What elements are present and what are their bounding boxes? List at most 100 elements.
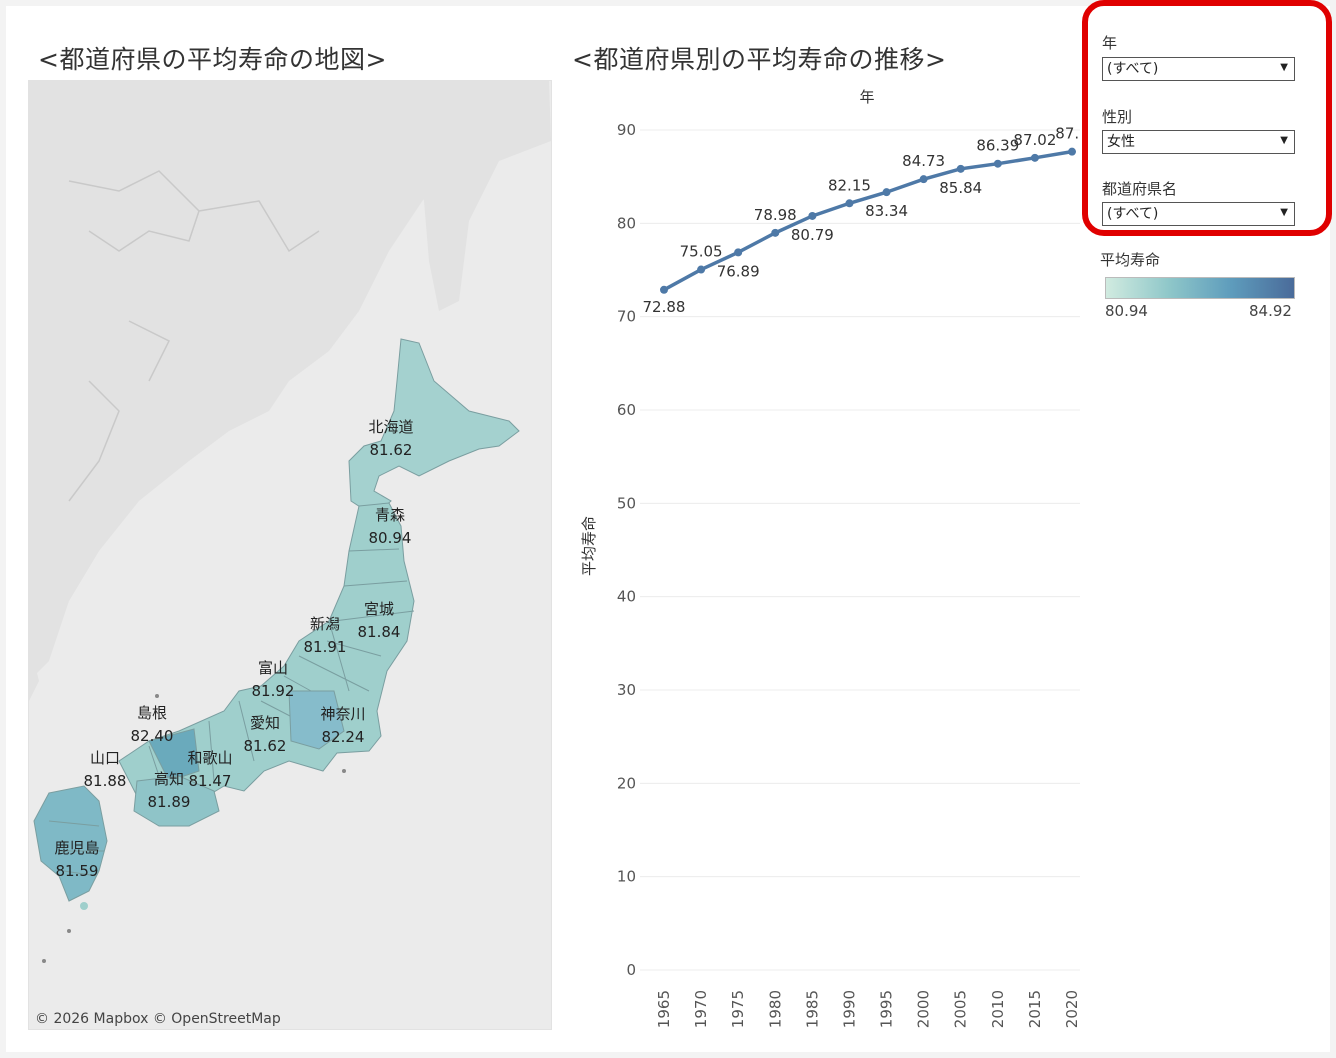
prefecture-value-label: 82.24: [322, 728, 365, 746]
prefecture-name-label: 山口: [90, 749, 120, 767]
prefecture-name-label: 高知: [154, 770, 184, 788]
data-point[interactable]: [660, 285, 668, 294]
chart-grid: [640, 129, 1080, 971]
border-lines: [68, 170, 320, 502]
y-tick-labels: 0 10 20 30 40 50 60 70 80 90: [617, 121, 636, 979]
y-tick-label: 60: [617, 401, 636, 419]
prefecture-name-label: 愛知: [250, 714, 280, 732]
chart-title: <都道府県別の平均寿命の推移>: [572, 45, 947, 74]
x-tick-label: 2015: [1026, 990, 1044, 1028]
prefecture-value-label: 81.84: [358, 623, 401, 641]
x-tick-label: 1965: [655, 990, 673, 1028]
y-tick-label: 10: [617, 868, 636, 886]
gender-filter-value: 女性: [1107, 134, 1135, 150]
y-tick-label: 90: [617, 121, 636, 139]
prefecture-value-label: 80.94: [369, 529, 412, 547]
map-canvas[interactable]: 北海道 81.62 青森 80.94 宮城 81.84 新潟 81.91 富山 81.92 神奈川 8…: [29, 81, 551, 1029]
data-label: 80.79: [791, 226, 834, 244]
data-label: 83.34: [865, 202, 908, 220]
data-point[interactable]: [734, 248, 743, 257]
shikoku-shape: [133, 775, 220, 827]
color-scale-bar[interactable]: [1105, 277, 1295, 299]
chevron-down-icon: ▼: [1280, 207, 1288, 218]
prefecture-name-label: 和歌山: [187, 749, 232, 767]
prefecture-name-label: 鹿児島: [54, 839, 99, 857]
data-label: 85.84: [939, 179, 982, 197]
map-attribution[interactable]: © 2026 Mapbox © OpenStreetMap: [35, 1011, 281, 1027]
data-point[interactable]: [845, 199, 854, 208]
japan-map[interactable]: 北海道 81.62 青森 80.94 宮城 81.84 新潟 81.91 富山 81.92 神奈川 8…: [28, 80, 552, 1030]
island-mark: [67, 929, 71, 933]
data-label: 84.73: [902, 152, 945, 170]
prefecture-name-label: 島根: [137, 704, 167, 722]
filter-panel: 年 (すべて) ▼ 性別 女性 ▼ 都道府県名 (すべて) ▼: [1082, 0, 1332, 236]
data-label: 87.02: [1013, 131, 1056, 149]
data-label: 75.05: [680, 243, 723, 261]
chevron-down-icon: ▼: [1280, 135, 1288, 146]
data-label: 86.39: [976, 137, 1019, 155]
series-points: [660, 147, 1076, 294]
data-point[interactable]: [697, 265, 706, 274]
x-axis-title: 年: [859, 88, 874, 106]
prefecture-value-label: 81.59: [56, 862, 99, 880]
kyushu-borders: [48, 820, 104, 877]
y-tick-label: 20: [617, 774, 636, 792]
y-tick-label: 30: [617, 681, 636, 699]
map-title: <都道府県の平均寿命の地図>: [38, 45, 387, 74]
data-point[interactable]: [993, 159, 1002, 168]
prefecture-filter-value: (すべて): [1107, 206, 1159, 222]
gender-filter-select[interactable]: 女性 ▼: [1102, 130, 1295, 154]
prefecture-name-label: 新潟: [310, 615, 340, 633]
year-filter-value: (すべて): [1107, 61, 1159, 77]
legend-min: 80.94: [1105, 302, 1148, 320]
data-point[interactable]: [1030, 153, 1039, 162]
data-point[interactable]: [956, 164, 965, 173]
legend-max: 84.92: [1249, 302, 1292, 320]
prefecture-filter-select[interactable]: (すべて) ▼: [1102, 202, 1295, 226]
data-point[interactable]: [882, 188, 891, 197]
data-label: 72.88: [643, 298, 686, 316]
kyushu-shape: [33, 785, 108, 902]
x-tick-label: 1975: [729, 990, 747, 1028]
prefecture-value-label: 81.88: [84, 772, 127, 790]
prefecture-filter-label: 都道府県名: [1102, 180, 1178, 198]
year-filter-label: 年: [1102, 34, 1118, 52]
y-tick-label: 0: [626, 961, 636, 979]
kanto-shape: [288, 690, 345, 750]
data-point[interactable]: [919, 175, 928, 184]
data-point[interactable]: [771, 228, 780, 237]
y-tick-label: 50: [617, 494, 636, 512]
data-point[interactable]: [1068, 147, 1076, 156]
x-tick-label: 1995: [878, 990, 896, 1028]
hokkaido-shape: [348, 338, 520, 517]
prefecture-value-label: 81.89: [148, 793, 191, 811]
x-tick-labels: 1965 1970 1975 1980 1985 1990 1995 2000 2005 2010…: [655, 990, 1080, 1028]
shimane-shape: [148, 728, 200, 782]
year-filter-select[interactable]: (すべて) ▼: [1102, 57, 1295, 81]
prefecture-value-label: 81.62: [244, 737, 287, 755]
x-tick-label: 2020: [1063, 990, 1080, 1028]
prefecture-value-label: 81.62: [370, 441, 413, 459]
x-tick-label: 2005: [952, 990, 970, 1028]
prefecture-value-label: 82.40: [131, 727, 174, 745]
prefecture-name-label: 青森: [375, 506, 405, 524]
prefecture-labels: 北海道 81.62 青森 80.94 宮城 81.84 新潟 81.91 富山 81.92 神奈川 8…: [54, 418, 413, 880]
x-tick-label: 1980: [766, 990, 784, 1028]
y-tick-label: 80: [617, 214, 636, 232]
y-tick-label: 40: [617, 588, 636, 606]
island-mark: [342, 769, 346, 773]
prefecture-name-label: 宮城: [364, 600, 394, 618]
x-tick-label: 1990: [840, 990, 858, 1028]
x-tick-label: 1970: [692, 990, 710, 1028]
sakhalin-landmass: [409, 81, 551, 311]
x-tick-label: 2010: [989, 990, 1007, 1028]
x-tick-label: 2000: [915, 990, 933, 1028]
data-label: 82.15: [828, 176, 871, 194]
prefecture-value-label: 81.92: [252, 682, 295, 700]
y-axis-title: 平均寿命: [580, 516, 598, 576]
data-point[interactable]: [808, 211, 817, 220]
korea-landmass: [29, 641, 39, 701]
gender-filter-label: 性別: [1102, 108, 1133, 126]
